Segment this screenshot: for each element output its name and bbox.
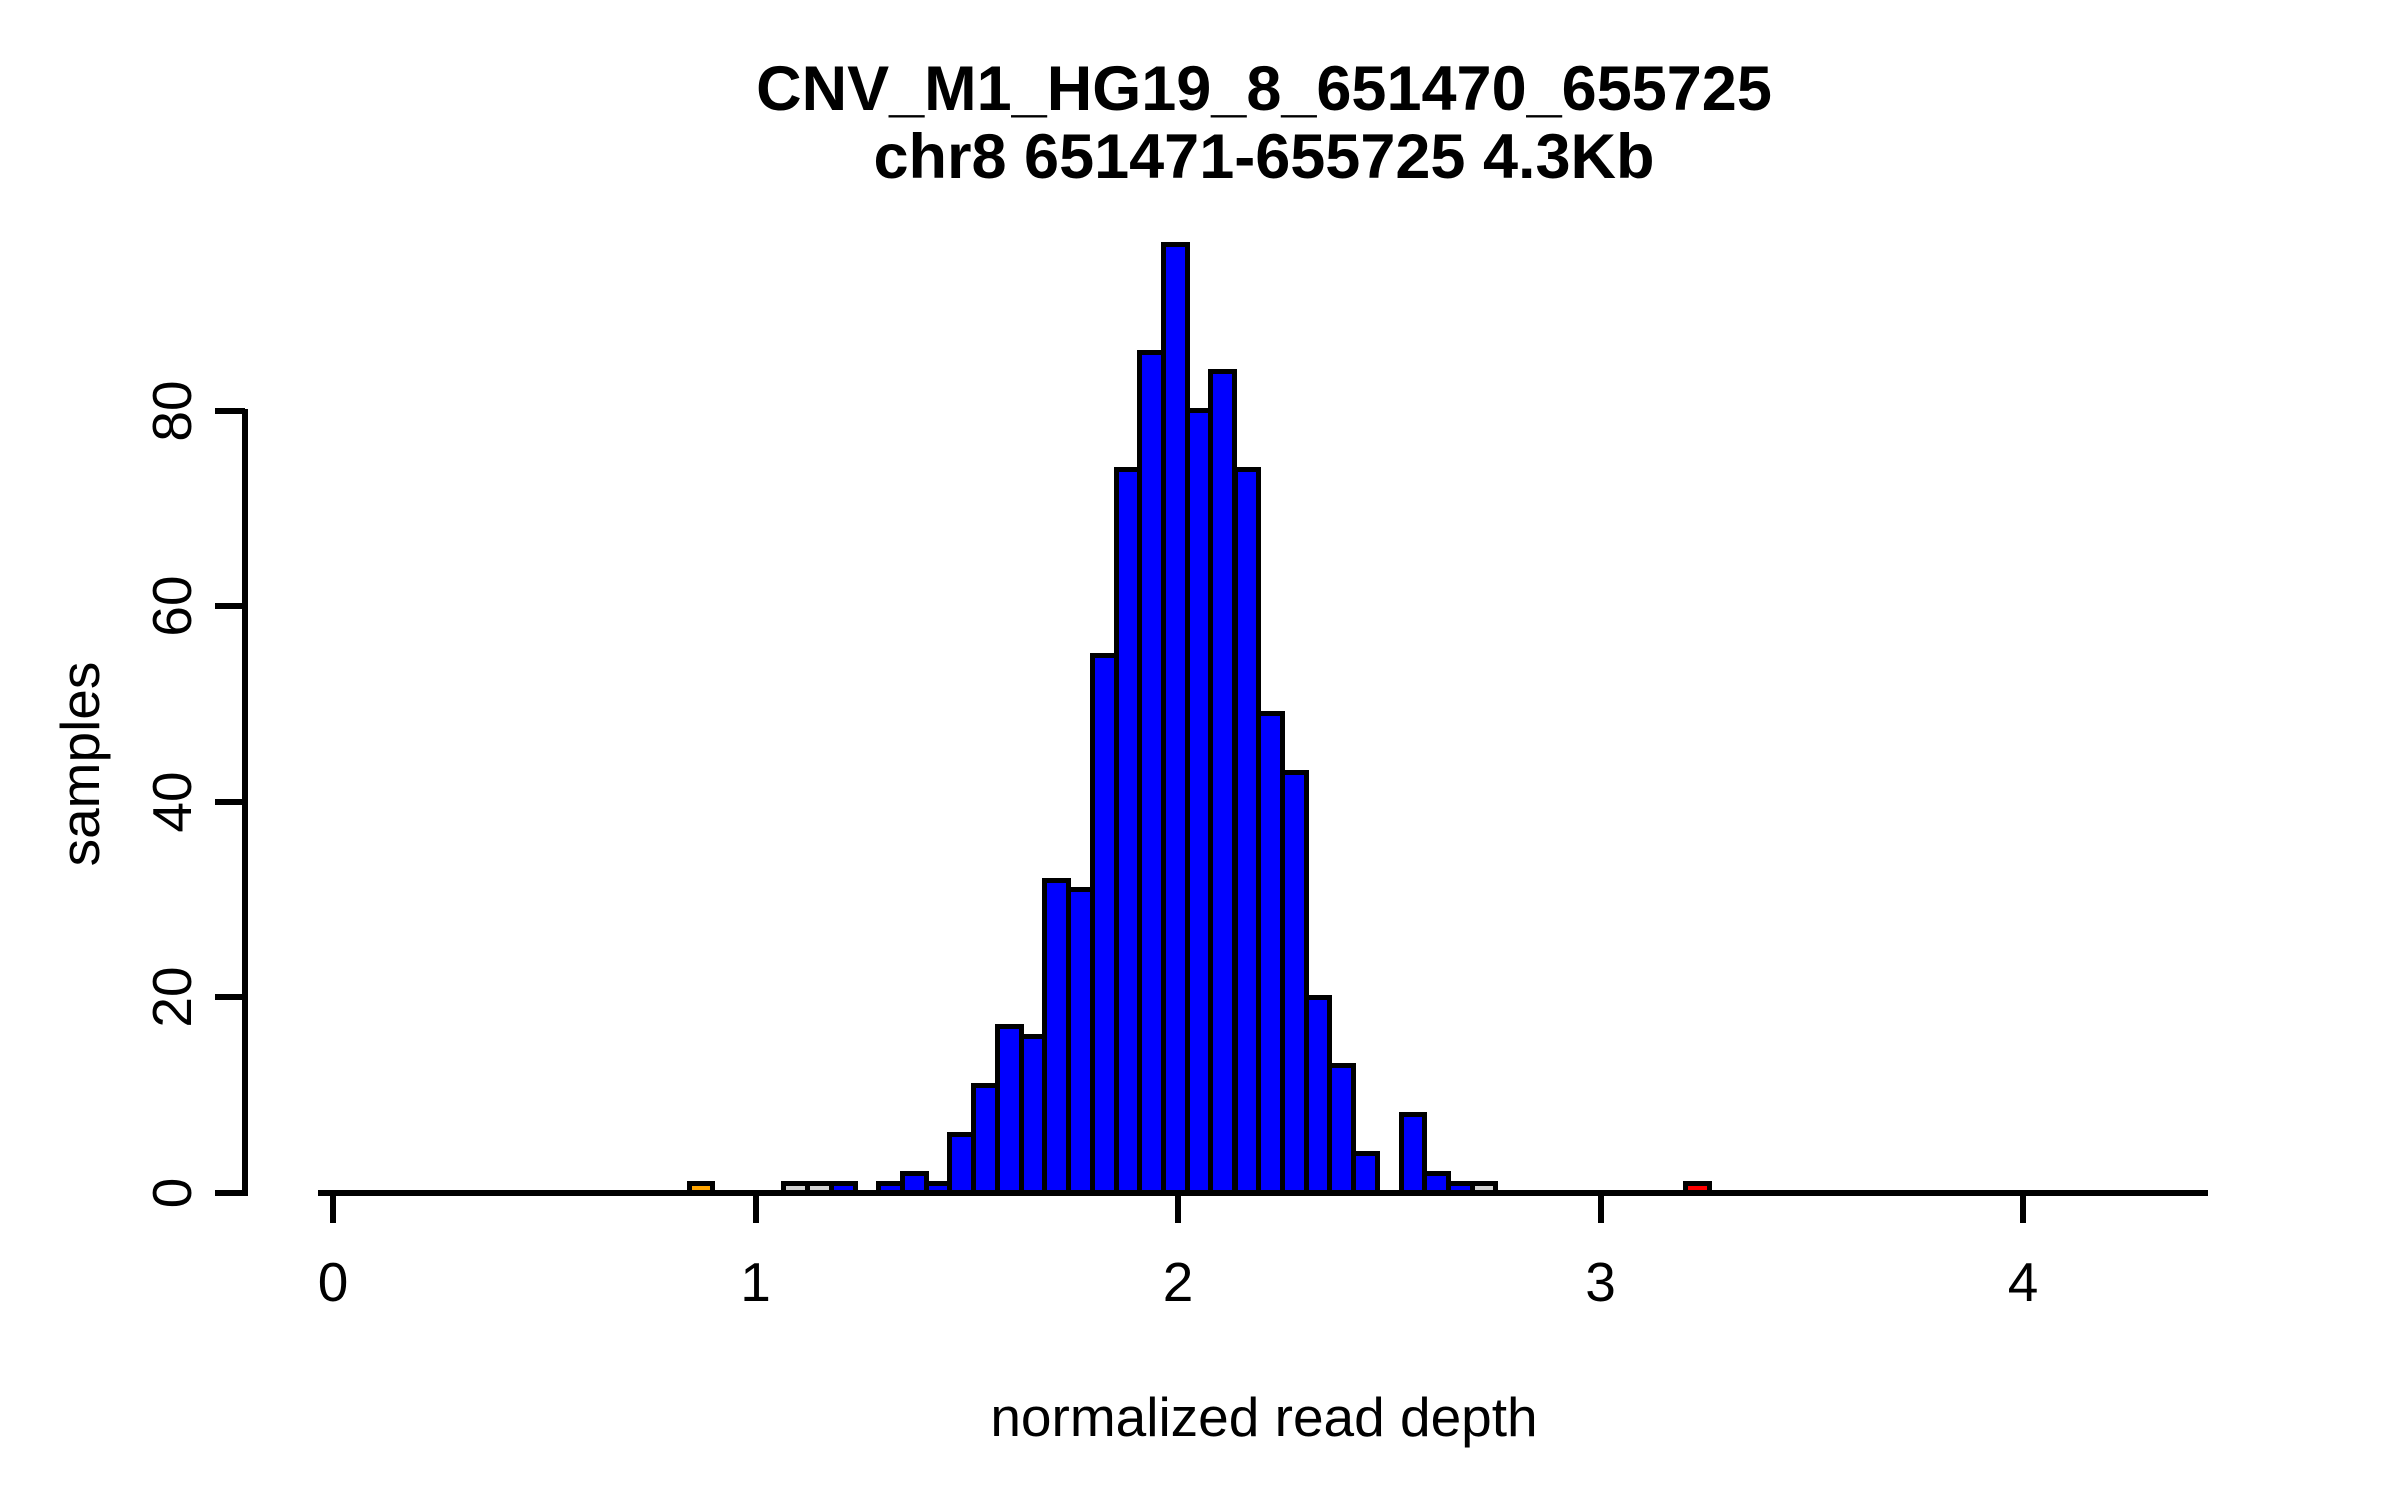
chart-subtitle: chr8 651471-655725 4.3Kb	[873, 122, 1655, 192]
x-axis-title: normalized read depth	[990, 1386, 1538, 1448]
x-axis-tick	[2020, 1193, 2026, 1223]
x-axis-tick	[1597, 1193, 1604, 1223]
x-axis-tick-label: 0	[317, 1251, 349, 1313]
x-axis-tick	[330, 1193, 336, 1223]
histogram-bar	[829, 1180, 858, 1196]
x-axis-tick-label: 4	[2007, 1251, 2039, 1313]
x-axis-tick-label: 3	[1585, 1251, 1616, 1313]
histogram-bar	[1683, 1180, 1713, 1196]
y-axis-tick	[215, 1190, 245, 1196]
y-axis-title: samples	[49, 661, 111, 867]
histogram-bar	[1469, 1180, 1499, 1196]
y-axis-tick-label: 20	[141, 966, 203, 1029]
x-axis-tick-label: 2	[1162, 1251, 1194, 1313]
x-axis-tick	[1175, 1193, 1181, 1223]
y-axis-tick	[215, 603, 245, 610]
chart-title: CNV_M1_HG19_8_651470_655725	[756, 54, 1772, 124]
histogram-bar	[686, 1180, 716, 1196]
histogram-bar	[1350, 1151, 1380, 1196]
x-axis-tick-label: 1	[740, 1251, 771, 1313]
y-axis-tick-label: 40	[141, 771, 203, 833]
x-axis-tick	[752, 1193, 759, 1223]
y-axis-tick-label: 0	[141, 1177, 203, 1209]
y-axis-line	[242, 409, 248, 1196]
y-axis-tick-label: 60	[141, 575, 203, 637]
y-axis-tick	[215, 798, 245, 805]
y-axis-tick	[215, 994, 245, 1001]
y-axis-tick-label: 80	[141, 380, 203, 442]
y-axis-tick	[215, 407, 245, 414]
